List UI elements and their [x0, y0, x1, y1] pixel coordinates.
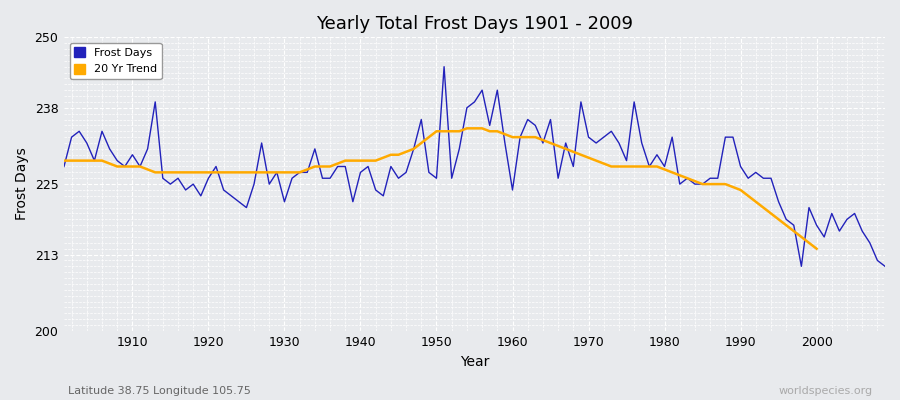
Frost Days — [879, 264, 890, 269]
Frost Days — [120, 164, 130, 169]
Frost Days — [606, 129, 616, 134]
20 Yr Trend — [758, 205, 769, 210]
20 Yr Trend — [515, 135, 526, 140]
Frost Days — [507, 188, 517, 192]
20 Yr Trend — [781, 223, 792, 228]
Line: Frost Days: Frost Days — [64, 67, 885, 266]
Legend: Frost Days, 20 Yr Trend: Frost Days, 20 Yr Trend — [69, 43, 162, 79]
Text: Latitude 38.75 Longitude 105.75: Latitude 38.75 Longitude 105.75 — [68, 386, 250, 396]
20 Yr Trend — [58, 158, 69, 163]
Frost Days — [438, 64, 449, 69]
Frost Days — [286, 176, 297, 181]
Line: 20 Yr Trend: 20 Yr Trend — [64, 128, 816, 249]
20 Yr Trend — [203, 170, 214, 175]
Frost Days — [58, 164, 69, 169]
20 Yr Trend — [446, 129, 457, 134]
20 Yr Trend — [462, 126, 472, 131]
20 Yr Trend — [233, 170, 244, 175]
Frost Days — [332, 164, 343, 169]
Frost Days — [796, 264, 806, 269]
Frost Days — [515, 135, 526, 140]
Y-axis label: Frost Days: Frost Days — [15, 148, 29, 220]
X-axis label: Year: Year — [460, 355, 490, 369]
Title: Yearly Total Frost Days 1901 - 2009: Yearly Total Frost Days 1901 - 2009 — [316, 15, 633, 33]
Text: worldspecies.org: worldspecies.org — [778, 386, 873, 396]
20 Yr Trend — [811, 246, 822, 251]
